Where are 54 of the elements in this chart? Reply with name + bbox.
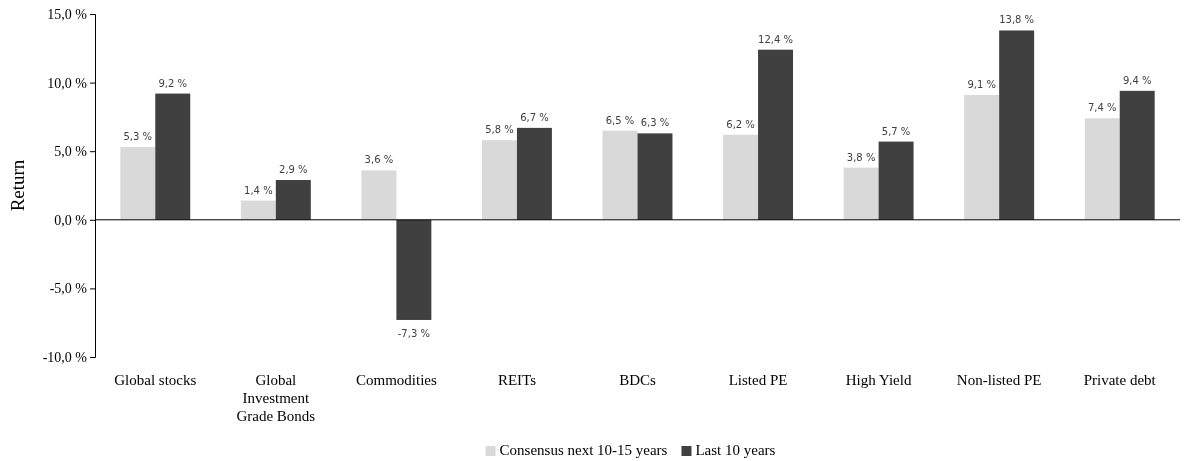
data-label: 6,3 % [640,117,670,129]
y-axis-title: Return [7,159,28,212]
bar [843,167,879,220]
y-tick-label: -5,0 % [49,281,88,297]
data-label: 7,4 % [1087,102,1117,114]
y-tick-label: 10,0 % [47,75,88,91]
y-tick-label: -10,0 % [42,349,88,365]
bar [758,49,794,220]
data-label: -7,3 % [397,327,430,339]
x-tick-label: Listed PE [728,372,788,388]
x-tick-label: Global stocks [114,372,197,388]
data-label: 3,8 % [846,151,876,163]
bar [361,170,397,220]
bar [516,127,552,220]
x-tick-label: BDCs [619,372,656,388]
data-label: 5,3 % [123,131,153,143]
data-label: 9,1 % [967,78,996,90]
y-tick-label: 5,0 % [54,144,88,160]
data-label: 6,7 % [520,111,549,123]
x-tick-label: Private debt [1083,372,1157,388]
bar [723,134,759,220]
data-label: 9,2 % [158,77,188,89]
x-tick-label: Non-listed PE [956,372,1042,388]
bar [240,200,276,220]
data-label: 5,7 % [881,125,911,137]
data-label: 5,8 % [485,124,514,136]
bar [878,141,914,220]
data-label: 1,4 % [244,184,273,196]
y-tick-label: 15,0 % [47,6,88,22]
bar [637,133,673,220]
data-label: 13,8 % [999,14,1035,26]
x-tick-label: Global Investment Grade Bonds [236,372,316,424]
x-tick-label: Commodities [355,372,437,388]
bar [396,219,432,320]
bar [999,30,1035,220]
x-tick-label: High Yield [845,372,912,388]
bar [964,94,1000,220]
data-label: 2,9 % [279,164,308,176]
x-tick-label: REITs [497,372,537,388]
data-label: 6,2 % [726,118,755,130]
bar [1119,90,1155,220]
bar [275,180,311,220]
y-tick-label: 0,0 % [54,212,88,228]
legend-label: Last 10 years [695,442,776,458]
legend-label: Consensus next 10-15 years [499,442,668,458]
bar [155,93,191,220]
data-label: 9,4 % [1122,74,1152,86]
bar [1084,118,1120,220]
bar [602,130,638,220]
data-label: 6,5 % [605,114,635,126]
bar [481,140,517,220]
data-label: 3,6 % [364,154,394,166]
data-label: 12,4 % [758,33,794,45]
bar [120,147,156,220]
